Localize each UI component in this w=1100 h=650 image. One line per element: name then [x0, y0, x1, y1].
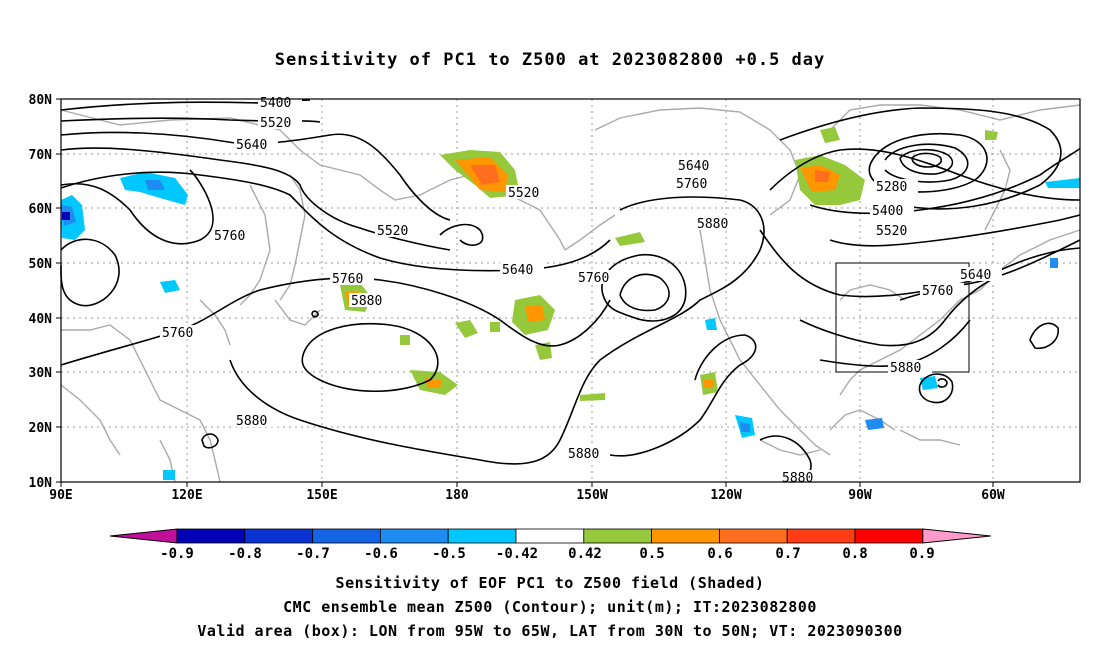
contour-label: 5880 — [782, 471, 813, 486]
lon-label: 150W — [576, 488, 607, 503]
colorbar-swatch — [583, 528, 652, 544]
contour-label: 5640 — [236, 138, 267, 153]
colorbar-swatch — [786, 528, 856, 544]
contour-label: 5760 — [578, 271, 609, 286]
lat-label: 80N — [29, 93, 53, 108]
colorbar-swatch — [244, 528, 314, 544]
longitude-labels: 90E 120E 150E 180 150W 120W 90W 60W — [49, 488, 1005, 503]
colorbar-label: -0.6 — [364, 546, 398, 562]
contour-label: 5760 — [162, 326, 193, 341]
colorbar-swatch — [379, 528, 449, 544]
colorbar-label: -0.8 — [228, 546, 262, 562]
contour-label: 5880 — [236, 414, 267, 429]
contour-label: 5520 — [377, 224, 408, 239]
colorbar-swatch — [447, 528, 517, 544]
contour-label: 5760 — [676, 177, 707, 192]
contour-label: 5400 — [260, 96, 291, 111]
colorbar-label: -0.5 — [432, 546, 466, 562]
contour-label: 5880 — [697, 217, 728, 232]
lat-label: 10N — [29, 476, 53, 491]
plot-frame — [61, 99, 1080, 482]
contour-label: 5640 — [502, 263, 533, 278]
colorbar-label: 0.42 — [568, 546, 602, 562]
colorbar-label: -0.7 — [296, 546, 330, 562]
colorbar-label: 0.5 — [639, 546, 664, 562]
colorbar-label: -0.9 — [160, 546, 194, 562]
lon-label: 60W — [981, 488, 1005, 503]
sensitivity-shading — [61, 127, 1080, 480]
lat-label: 60N — [29, 202, 53, 217]
lon-label: 120W — [710, 488, 741, 503]
lat-label: 20N — [29, 421, 53, 436]
colorbar-swatch — [176, 528, 246, 544]
contour-label: 5640 — [678, 159, 709, 174]
colorbar-labels: -0.9 -0.8 -0.7 -0.6 -0.5 -0.42 0.42 0.5 … — [160, 546, 935, 562]
lat-label: 30N — [29, 366, 53, 381]
latitude-labels: 80N 70N 60N 50N 40N 30N 20N 10N — [29, 93, 53, 491]
colorbar-swatch — [854, 528, 924, 544]
lon-label: 90E — [49, 488, 72, 503]
contour-label: 5760 — [332, 272, 363, 287]
colorbar-label: 0.8 — [842, 546, 867, 562]
contour-label: 5520 — [260, 116, 291, 131]
caption-line-3: Valid area (box): LON from 95W to 65W, L… — [197, 622, 903, 640]
colorbar-swatch — [515, 528, 585, 544]
colorbar-label: 0.9 — [909, 546, 934, 562]
contour-label: 5880 — [351, 294, 382, 309]
lon-label: 90W — [848, 488, 872, 503]
lat-label: 50N — [29, 257, 53, 272]
contour-label: 5760 — [922, 284, 953, 299]
contour-label: 5400 — [872, 204, 903, 219]
lat-label: 40N — [29, 312, 53, 327]
contour-label: 5880 — [568, 447, 599, 462]
contour-label: 5520 — [508, 186, 539, 201]
contour-label: 5640 — [960, 268, 991, 283]
colorbar-label: 0.6 — [707, 546, 732, 562]
colorbar-label: 0.7 — [775, 546, 800, 562]
contour-label: 5880 — [890, 361, 921, 376]
colorbar-swatch — [651, 528, 720, 544]
caption-line-1: Sensitivity of EOF PC1 to Z500 field (Sh… — [335, 574, 765, 592]
colorbar-label: -0.42 — [496, 546, 538, 562]
map-title: Sensitivity of PC1 to Z500 at 2023082800… — [274, 50, 826, 70]
lat-label: 70N — [29, 148, 53, 163]
contour-label: 5280 — [876, 180, 907, 195]
colorbar-low-triangle — [109, 528, 178, 544]
lon-label: 120E — [171, 488, 202, 503]
contour-label: 5760 — [214, 229, 245, 244]
lon-label: 180 — [445, 488, 469, 503]
colorbar-swatch — [719, 528, 788, 544]
colorbar-high-triangle — [922, 528, 991, 544]
colorbar-swatch — [312, 528, 381, 544]
caption-line-2: CMC ensemble mean Z500 (Contour); unit(m… — [283, 598, 817, 616]
colorbar — [109, 528, 991, 544]
lon-label: 150E — [306, 488, 337, 503]
graticule — [61, 99, 1080, 482]
contour-labels: 5400 5520 5640 5760 5520 5520 5640 5760 … — [160, 95, 1002, 486]
contour-label: 5520 — [876, 224, 907, 239]
